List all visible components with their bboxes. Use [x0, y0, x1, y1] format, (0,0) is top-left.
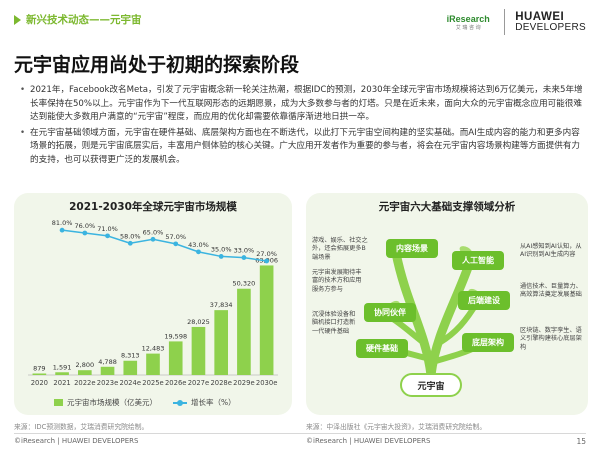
growth-rate-label: 35.0%: [211, 245, 232, 253]
bar: [214, 310, 228, 375]
desc-ai: 从AI感知到AI认知，从AI识别到AI生成内容: [520, 243, 582, 259]
diagram-title: 元宇宙六大基础支撑领域分析: [378, 201, 516, 213]
footer-divider: [14, 433, 586, 434]
chart-legend: 元宇宙市场规模（亿美元） 增长率（%）: [54, 397, 236, 408]
growth-rate-point: [218, 254, 224, 259]
source-left: 来源：IDC预测数据，艾瑞消费研究院绘制。: [14, 423, 149, 431]
desc-partners: 元宇宙发展期待丰富的技术方和应用服务方参与: [312, 269, 362, 293]
node-content-scene: 内容场景: [386, 239, 438, 258]
growth-rate-label: 65.0%: [143, 228, 164, 236]
desc-hardware: 沉浸体验设备和脑机接口打造新一代硬件基础: [312, 311, 356, 335]
footer-left: ©iResearch | HUAWEI DEVELOPERS: [14, 437, 139, 445]
growth-rate-point: [127, 240, 133, 246]
footer-right: ©iResearch | HUAWEI DEVELOPERS: [306, 437, 431, 445]
x-tick-label: 2024e: [120, 379, 141, 387]
node-partners: 协同伙伴: [364, 303, 416, 322]
market-chart-panel: 2021-2030年全球元宇宙市场规模 879 2020 1,591 2021 2,80…: [14, 193, 292, 415]
desc-content-scene: 游戏、娱乐、社交之外，还会拓展更多B端场景: [312, 237, 368, 261]
bar-value-label: 12,483: [142, 345, 165, 353]
desc-architecture: 区块链、数字孪生、语义引擎构建核心底层架构: [520, 327, 582, 351]
legend-bar-swatch: [54, 399, 63, 406]
growth-rate-point: [173, 241, 179, 247]
x-tick-label: 2028e: [210, 379, 231, 387]
x-tick-label: 2027e: [188, 379, 209, 387]
growth-rate-point: [150, 236, 156, 242]
growth-rate-label: 43.0%: [188, 241, 209, 249]
growth-rate-point: [59, 227, 65, 233]
growth-rate-point: [241, 255, 247, 260]
tag-arrow-icon: [14, 14, 21, 25]
legend-line-swatch: [173, 399, 187, 406]
bar: [237, 288, 251, 375]
growth-rate-label: 27.0%: [256, 250, 277, 258]
node-hardware: 硬件基础: [356, 339, 408, 358]
bullet-item: 2021年，Facebook改名Meta，引发了元宇宙概念新一轮关注热潮，根据I…: [20, 84, 588, 125]
growth-rate-point: [82, 230, 88, 236]
growth-rate-label: 57.0%: [165, 233, 186, 241]
huawei-developers-logo: HUAWEI DEVELOPERS: [515, 11, 586, 34]
bullet-list: 2021年，Facebook改名Meta，引发了元宇宙概念新一轮关注热潮，根据I…: [20, 84, 588, 169]
bar: [146, 353, 160, 375]
logos: iResearch 艾 瑞 咨 询 HUAWEI DEVELOPERS: [442, 8, 586, 36]
bar: [78, 370, 92, 375]
legend-label-bar: 元宇宙市场规模（亿美元）: [67, 398, 157, 407]
logo-divider: [504, 9, 506, 35]
section-tag: 新兴技术动态——元宇宙: [14, 12, 142, 27]
node-ai: 人工智能: [452, 251, 504, 270]
bullet-item: 在元宇宙基础领域方面，元宇宙在硬件基础、底层架构方面也在不断迭代，以此打下元宇宙…: [20, 127, 588, 168]
bar-value-label: 4,788: [98, 358, 117, 366]
legend-item-line: 增长率（%）: [173, 397, 236, 408]
growth-rate-label: 81.0%: [52, 219, 73, 227]
developers-logo-text: DEVELOPERS: [515, 21, 586, 33]
bar: [55, 372, 69, 375]
bar-value-label: 50,320: [233, 280, 256, 288]
iresearch-logo: iResearch 艾 瑞 咨 询: [442, 8, 494, 36]
desc-backend: 通信技术、巨量算力、高效算法奠定发展基础: [520, 283, 582, 299]
iresearch-logo-sub: 艾 瑞 咨 询: [455, 24, 481, 31]
bar: [100, 366, 115, 375]
market-chart: 879 2020 1,591 2021 2,800 2022e 4,788 2023e 8,31…: [28, 219, 278, 387]
growth-rate-label: 71.0%: [97, 225, 118, 233]
section-tag-label: 新兴技术动态——元宇宙: [26, 14, 142, 26]
iresearch-logo-text: iResearch: [446, 13, 490, 24]
x-tick-label: 2025e: [142, 379, 163, 387]
x-tick-label: 2026e: [165, 379, 186, 387]
chart-title: 2021-2030年全球元宇宙市场规模: [69, 201, 237, 213]
x-tick-label: 2022e: [74, 379, 95, 387]
growth-rate-point: [264, 258, 270, 264]
huawei-logo-text: HUAWEI: [515, 10, 565, 23]
growth-rate-point: [196, 249, 201, 255]
bar-value-label: 8,313: [121, 352, 140, 360]
x-tick-label: 2021: [53, 379, 70, 387]
growth-rate-line: [61, 229, 267, 262]
node-architecture: 底层架构: [462, 333, 514, 352]
legend-item-bar: 元宇宙市场规模（亿美元）: [54, 397, 157, 408]
bar-value-label: 879: [33, 364, 45, 372]
growth-rate-label: 76.0%: [74, 222, 95, 230]
bar: [259, 265, 274, 375]
node-root-metaverse: 元宇宙: [400, 373, 462, 397]
page-number: 15: [576, 437, 586, 446]
legend-label-line: 增长率（%）: [191, 398, 236, 407]
bar: [168, 341, 183, 375]
bar-value-label: 1,591: [53, 363, 72, 371]
bar: [123, 360, 138, 375]
x-tick-label: 2029e: [233, 379, 254, 387]
growth-rate-label: 58.0%: [120, 232, 141, 240]
diagram-panel: 元宇宙六大基础支撑领域分析 内容场景 协同伙伴 硬件基础 人工智能 后端建设 底…: [306, 193, 588, 415]
growth-rate-label: 33.0%: [234, 247, 255, 255]
x-tick-label: 2023e: [97, 379, 118, 387]
x-tick-label: 2030e: [256, 379, 277, 387]
bar-value-label: 28,025: [187, 318, 210, 326]
bar-value-label: 2,800: [76, 361, 95, 369]
bar-value-label: 37,834: [210, 301, 233, 309]
bar: [32, 373, 47, 375]
source-right: 来源：中泽出版社《元宇宙大投资》，艾瑞消费研究院绘制。: [306, 423, 487, 431]
bar-value-label: 19,598: [164, 332, 187, 340]
x-tick-label: 2020: [31, 379, 48, 387]
page-title: 元宇宙应用尚处于初期的探索阶段: [14, 54, 300, 76]
bar: [191, 326, 206, 375]
growth-rate-point: [105, 233, 110, 239]
node-backend: 后端建设: [458, 291, 510, 310]
